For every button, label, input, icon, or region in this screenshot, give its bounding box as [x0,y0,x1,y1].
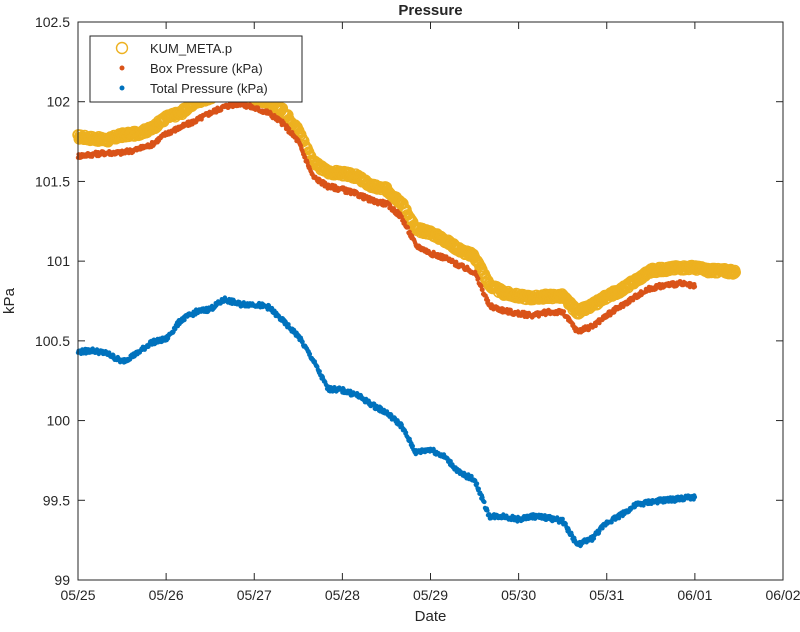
legend-box [89,35,303,103]
data-point [403,430,409,435]
legend: KUM_META.p Box Pressure (kPa) Total Pressu… [89,35,303,103]
legend-marker [119,85,125,91]
x-tick-label: 05/25 [60,587,95,603]
x-axis-label: Date [415,608,447,625]
data-point [600,526,605,531]
series-2 [75,99,698,335]
x-tick-label: 06/02 [765,587,800,603]
x-tick-label: 05/31 [589,587,624,603]
data-point [485,508,490,513]
data-point [561,309,567,314]
data-point [405,225,411,230]
y-tick-label: 102 [47,94,71,110]
x-tick-label: 05/27 [237,587,272,603]
x-tick-label: 05/26 [149,587,184,603]
plot-area [78,22,783,580]
data-point [317,369,322,374]
data-point [302,154,308,160]
x-tick-label: 05/28 [325,587,360,603]
y-tick-label: 100.5 [35,333,70,349]
data-point [469,473,474,479]
data-point [476,276,481,281]
data-point [566,527,571,533]
axes-layer: 05/25 05/26 05/27 05/28 05/29 05/30 05/31 06/01… [35,14,800,603]
data-point [182,317,187,323]
data-point [479,284,484,289]
data-point [448,459,453,464]
y-tick-label: 102.5 [35,14,70,30]
data-point [480,287,485,292]
data-point [560,516,565,522]
data-point [692,494,698,500]
data-point [692,284,698,289]
chart-title: Pressure [398,2,462,19]
data-point [286,126,292,131]
data-point [485,298,491,303]
x-tick-label: 05/30 [501,587,536,603]
series-3 [75,295,698,549]
y-tick-label: 101.5 [35,173,70,189]
data-point [474,481,480,486]
y-tick-label: 99 [54,572,70,588]
data-point [482,499,487,505]
y-tick-label: 99.5 [43,492,70,508]
data-point [307,351,313,357]
data-point [402,220,407,225]
legend-label: KUM_META.p [150,41,232,56]
y-tick-label: 100 [47,413,71,429]
data-point [476,486,481,491]
data-point [729,266,741,279]
x-tick-label: 05/29 [413,587,448,603]
legend-label: Total Pressure (kPa) [150,81,268,96]
legend-item: KUM_META.p [115,41,232,56]
legend-item: Box Pressure (kPa) [119,61,263,76]
data-point [410,443,415,449]
legend-item: Total Pressure (kPa) [119,81,268,96]
y-tick-label: 101 [47,253,71,269]
y-axis-label: kPa [1,287,18,314]
legend-marker [115,41,129,55]
plot-background [78,22,783,580]
legend-marker [119,65,125,71]
data-point [300,339,305,344]
legend-label: Box Pressure (kPa) [150,61,263,76]
x-tick-label: 06/01 [677,587,712,603]
